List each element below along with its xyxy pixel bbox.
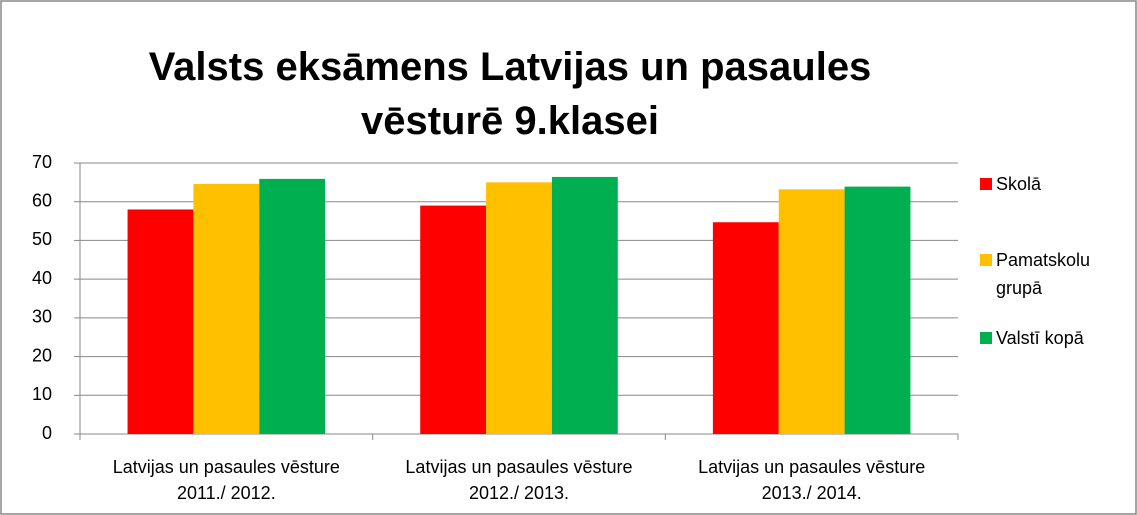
bar xyxy=(486,182,552,434)
x-tick-label: Latvijas un pasaules vēsture 2011./ 2012… xyxy=(112,457,340,503)
legend-label: Valstī kopā xyxy=(996,328,1084,348)
legend-swatch xyxy=(980,178,992,190)
y-tick-label: 60 xyxy=(32,190,52,210)
legend-label: Pamatskolu grupā xyxy=(996,250,1091,298)
bar xyxy=(551,176,618,435)
bar xyxy=(712,222,779,434)
y-tick-label: 50 xyxy=(32,229,52,249)
legend-swatch xyxy=(980,332,992,344)
bar xyxy=(259,178,326,434)
bar xyxy=(420,205,487,434)
y-tick-label: 70 xyxy=(32,152,52,172)
legend-label: Skolā xyxy=(996,174,1042,194)
bar xyxy=(193,183,260,434)
y-tick-label: 40 xyxy=(32,268,52,288)
x-tick-label: Latvijas un pasaules vēsture 2013./ 2014… xyxy=(698,457,926,503)
y-tick-label: 0 xyxy=(42,423,52,443)
y-tick-label: 20 xyxy=(32,345,52,365)
y-tick-label: 30 xyxy=(32,307,52,327)
y-tick-label: 10 xyxy=(32,384,52,404)
bar xyxy=(127,209,194,434)
bar xyxy=(778,189,845,434)
chart-title: Valsts eksāmens Latvijas un pasaules vēs… xyxy=(148,45,872,143)
bar xyxy=(844,186,911,434)
x-tick-label: Latvijas un pasaules vēsture 2012./ 2013… xyxy=(405,457,633,503)
legend-swatch xyxy=(980,254,992,266)
